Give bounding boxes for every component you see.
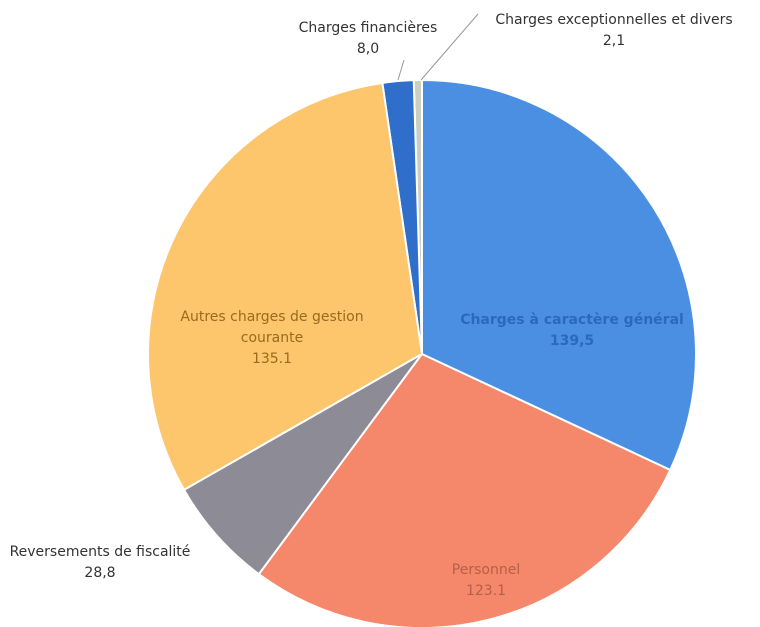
slice-label: Charges exceptionnelles et divers 2,1	[474, 10, 754, 52]
leader-line	[397, 59, 405, 81]
slice-label: Personnel 123.1	[411, 560, 561, 602]
value-label: 28,8	[84, 565, 116, 581]
leader-line	[420, 13, 479, 81]
value-label: 135.1	[251, 351, 293, 367]
slice-label: Charges financières 8,0	[278, 18, 458, 60]
pie-slice	[182, 353, 423, 576]
value-label: 2,1	[602, 33, 626, 49]
value-label: 8,0	[356, 41, 380, 57]
category-label: Charges à caractère général	[460, 312, 684, 328]
pie-slice	[147, 81, 424, 492]
category-label: Charges exceptionnelles et divers	[495, 12, 733, 28]
category-label: Autres charges de gestion courante	[180, 309, 364, 346]
slice-label: Reversements de fiscalité 28,8	[0, 542, 210, 584]
category-label: Reversements de fiscalité	[9, 544, 191, 560]
pie-slice	[421, 78, 697, 472]
category-label: Charges financières	[298, 20, 438, 36]
value-label: 139,5	[549, 333, 595, 349]
value-label: 123.1	[465, 583, 507, 599]
slice-label: Autres charges de gestion courante 135.1	[157, 307, 387, 370]
slice-label: Charges à caractère général 139,5	[452, 310, 692, 352]
category-label: Personnel	[451, 562, 521, 578]
